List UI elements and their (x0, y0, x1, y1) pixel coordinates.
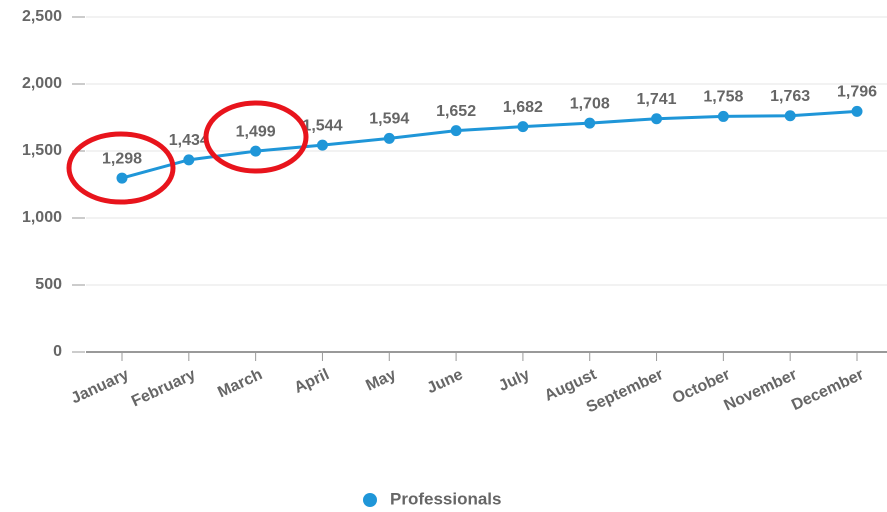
y-tick-label: 2,500 (22, 8, 62, 25)
data-label: 1,594 (369, 111, 409, 128)
data-label: 1,741 (637, 91, 677, 108)
legend-label: Professionals (390, 489, 502, 508)
annotations (66, 100, 309, 205)
y-tick-label: 2,000 (22, 75, 62, 92)
point (250, 145, 262, 157)
data-label: 1,544 (302, 117, 342, 134)
point (383, 132, 395, 144)
x-tick-label: July (496, 366, 532, 395)
highlight-circle (203, 100, 309, 174)
point (584, 117, 596, 129)
point (183, 154, 195, 166)
x-tick-label: December (789, 366, 866, 414)
y-tick-label: 500 (35, 276, 62, 293)
x-tick-label: February (129, 366, 198, 410)
data-label: 1,682 (503, 99, 543, 116)
data-label: 1,796 (837, 84, 877, 101)
highlight-circle (66, 131, 176, 205)
x-tick-label: March (215, 366, 265, 401)
data-label: 1,708 (570, 95, 610, 112)
data-label: 1,434 (169, 132, 209, 149)
point (450, 125, 462, 137)
point (717, 110, 729, 122)
x-tick-label: June (425, 366, 466, 397)
point (116, 172, 128, 184)
data-label: 1,763 (770, 88, 810, 105)
point (784, 110, 796, 122)
y-tick-label: 1,500 (22, 142, 62, 159)
data-label: 1,298 (102, 150, 142, 167)
x-tick-label: April (292, 366, 332, 397)
x-tick-label: May (363, 366, 398, 395)
point (851, 105, 863, 117)
y-tick-label: 0 (53, 343, 62, 360)
legend-marker (363, 493, 377, 507)
data-label: 1,758 (703, 89, 743, 106)
data-label: 1,499 (236, 123, 276, 140)
x-tick-label: September (584, 366, 666, 416)
line (121, 109, 858, 180)
x-tick-label: January (69, 366, 132, 407)
data-label: 1,652 (436, 103, 476, 120)
point (316, 139, 328, 151)
x-tick-label: November (722, 366, 800, 414)
point (517, 121, 529, 133)
y-tick-label: 1,000 (22, 209, 62, 226)
point (651, 113, 663, 125)
